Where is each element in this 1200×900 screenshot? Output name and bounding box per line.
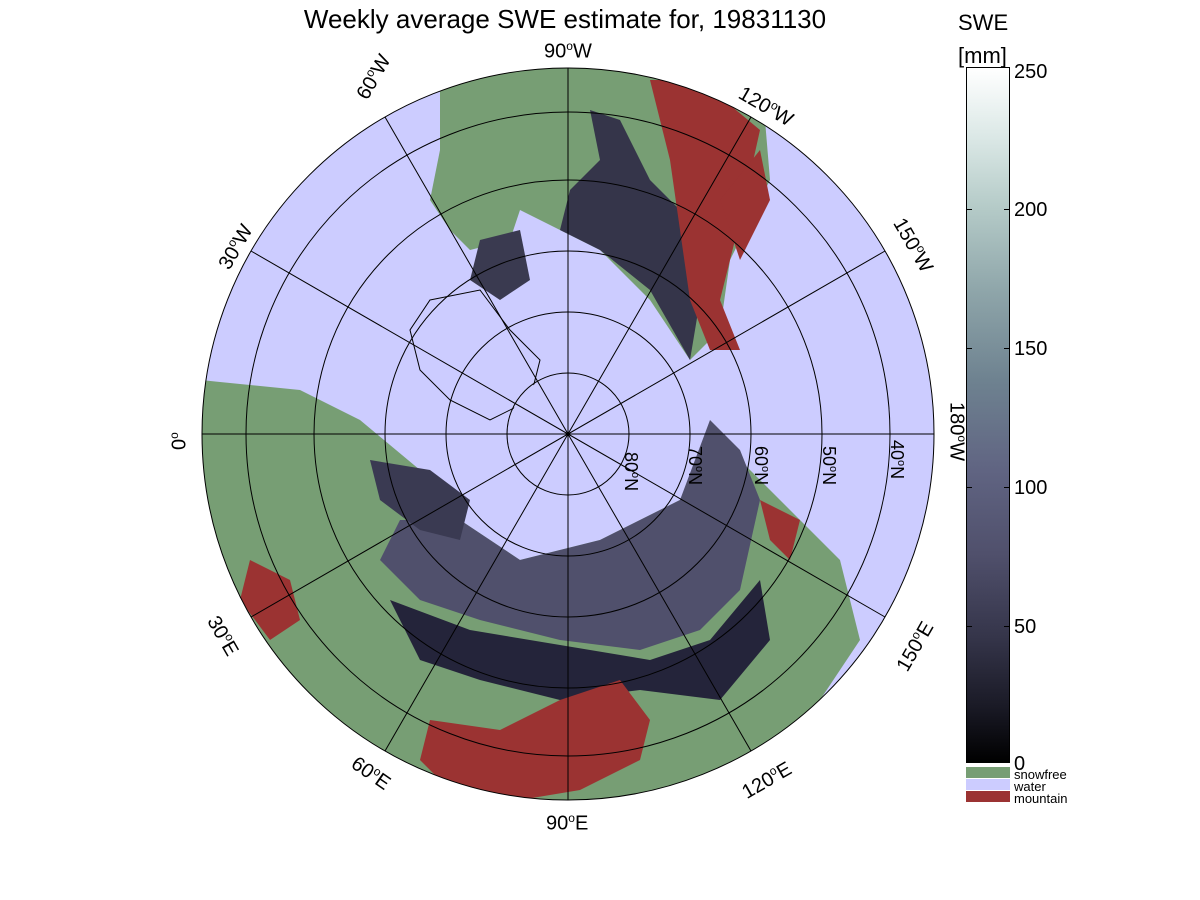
lat-label-70n: 70oN (685, 446, 705, 486)
tickmark (966, 348, 972, 349)
mountain-pacific (720, 150, 770, 260)
colorbar-tick-150: 150 (1014, 338, 1048, 360)
colorbar-title-line1: SWE (958, 10, 1009, 35)
colorbar-tick-50: 50 (1014, 616, 1037, 638)
colorbar-tick-250: 250 (1014, 61, 1048, 83)
colorbar-gradient (966, 67, 1010, 763)
legend-swatch-snowfree (966, 767, 1010, 778)
tickmark (966, 487, 972, 488)
tickmark (966, 626, 972, 627)
snow-canada-east (470, 230, 530, 300)
colorbar-title: SWE [mm] (958, 6, 1008, 72)
graticule (201, 67, 935, 801)
mountain-east-asia (760, 500, 800, 560)
tickmark (1004, 209, 1010, 210)
tickmark (966, 209, 972, 210)
lon-label-90e: 90oE (546, 811, 589, 835)
tickmark (1004, 348, 1010, 349)
colorbar-tick-100: 100 (1014, 477, 1048, 499)
legend-label-mountain: mountain (1014, 791, 1068, 806)
lat-label-50n: 50oN (819, 446, 839, 486)
snow-siberia-dark (390, 580, 770, 700)
legend-swatch-water (966, 779, 1010, 790)
greenland-outline (409, 289, 541, 421)
lat-label-40n: 40oN (887, 440, 907, 480)
legend-swatch-mountain (966, 791, 1010, 802)
snow-scandinavia (370, 460, 470, 540)
colorbar-tick-200: 200 (1014, 199, 1048, 221)
lon-label-180w: 180oW (945, 402, 969, 461)
mountain-asia-central (420, 680, 650, 800)
lat-label-80n: 80oN (621, 452, 641, 492)
tickmark (1004, 626, 1010, 627)
mountain-alps (240, 560, 300, 640)
legend-label-snowfree: snowfree (1014, 767, 1067, 782)
colorbar-tick-0: 0 (1014, 753, 1026, 775)
snow-north-america (560, 110, 700, 360)
lat-label-60n: 60oN (751, 446, 771, 486)
lon-label-90w: 90oW (544, 39, 592, 63)
mountain-rockies (650, 80, 760, 350)
map-title: Weekly average SWE estimate for, 1983113… (303, 4, 827, 34)
legend-label-water: water (1014, 779, 1046, 794)
lon-label-0: 0o (167, 432, 191, 450)
tickmark (1004, 487, 1010, 488)
snow-siberia (380, 420, 760, 650)
colorbar-title-line2: [mm] (958, 43, 1007, 68)
